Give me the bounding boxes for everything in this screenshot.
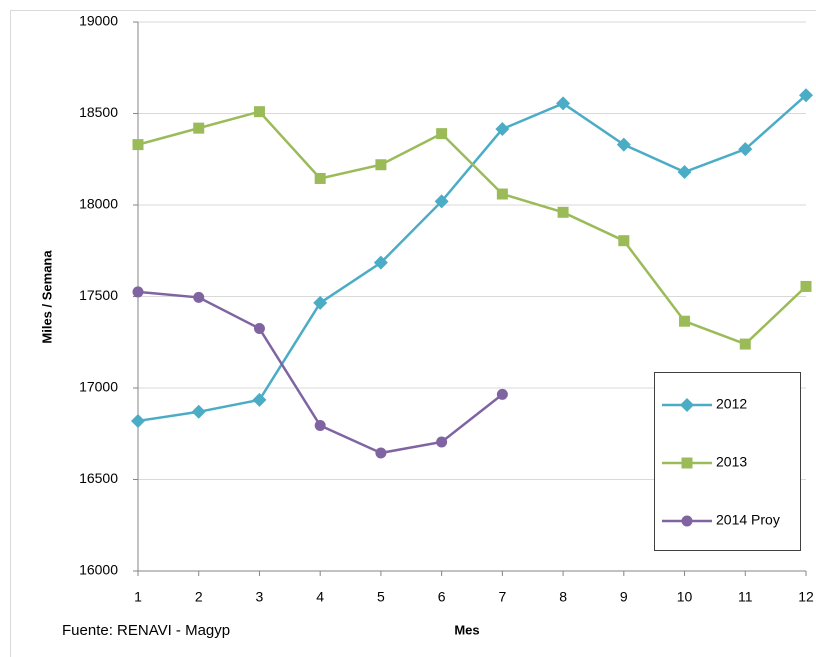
data-point xyxy=(132,139,144,151)
legend-marker xyxy=(680,398,694,412)
x-tick-label: 1 xyxy=(134,589,142,605)
x-tick-label: 10 xyxy=(677,589,693,605)
x-tick-label: 11 xyxy=(738,589,753,605)
data-point xyxy=(314,420,326,432)
x-tick-label: 2 xyxy=(195,589,203,605)
y-tick-label: 17500 xyxy=(79,287,118,303)
x-tick-label: 8 xyxy=(559,589,567,605)
x-tick-label: 4 xyxy=(316,589,324,605)
x-tick-label: 9 xyxy=(620,589,628,605)
data-point xyxy=(679,315,691,327)
data-point xyxy=(131,413,145,428)
data-point xyxy=(253,323,265,335)
data-point xyxy=(436,128,448,140)
data-point xyxy=(616,137,631,152)
data-point xyxy=(252,392,267,407)
data-point xyxy=(496,188,508,200)
x-tick-label: 7 xyxy=(498,589,506,605)
data-point xyxy=(799,88,813,103)
chart-border xyxy=(10,10,816,657)
x-axis-label: Mes xyxy=(454,622,479,637)
data-point xyxy=(618,235,630,247)
series-line xyxy=(137,110,807,346)
source-note: Fuente: RENAVI - Magyp xyxy=(62,622,230,639)
legend-label: 2014 Proy xyxy=(716,512,780,528)
data-point xyxy=(375,159,387,171)
data-point xyxy=(677,165,692,180)
y-tick-label: 16000 xyxy=(79,562,118,578)
data-point xyxy=(739,338,751,350)
data-point xyxy=(738,142,753,157)
legend-marker xyxy=(681,457,693,469)
y-tick-label: 19000 xyxy=(79,13,118,29)
data-point xyxy=(557,206,569,218)
x-tick-label: 3 xyxy=(256,589,264,605)
data-point xyxy=(495,122,510,137)
data-point xyxy=(193,122,205,134)
data-point xyxy=(373,255,388,270)
legend-label: 2013 xyxy=(716,454,747,470)
y-tick-label: 17000 xyxy=(79,379,118,395)
y-tick-label: 18000 xyxy=(79,196,118,212)
data-point xyxy=(132,286,144,298)
x-tick-label: 5 xyxy=(377,589,385,605)
data-point xyxy=(375,447,387,459)
data-point xyxy=(253,106,265,118)
x-tick-label: 12 xyxy=(798,589,814,605)
data-point xyxy=(193,291,205,303)
legend-marker xyxy=(681,515,693,527)
data-point xyxy=(436,436,448,448)
data-point xyxy=(314,172,326,184)
data-point xyxy=(434,194,449,209)
data-point xyxy=(191,404,206,419)
data-point xyxy=(556,96,571,111)
x-tick-label: 6 xyxy=(438,589,446,605)
data-point xyxy=(313,295,328,310)
data-point xyxy=(496,388,508,400)
y-axis-label: Miles / Semana xyxy=(39,250,54,344)
legend-label: 2012 xyxy=(716,396,747,412)
data-point xyxy=(800,280,812,292)
y-tick-label: 16500 xyxy=(79,470,118,486)
y-tick-label: 18500 xyxy=(79,104,118,120)
